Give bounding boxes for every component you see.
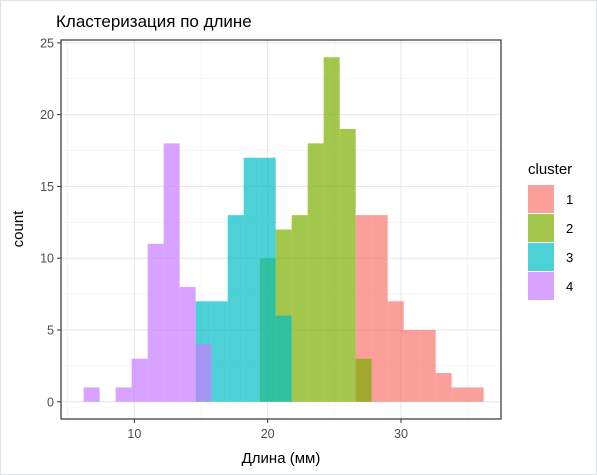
legend-label: 1 <box>566 192 573 207</box>
histogram-bar-cluster-3 <box>227 215 244 402</box>
x-tick-label: 10 <box>127 427 141 441</box>
bars-group <box>83 57 484 402</box>
histogram-bar-cluster-3 <box>243 157 260 402</box>
histogram-bar-cluster-1 <box>419 329 436 402</box>
legend-key-2 <box>528 214 554 242</box>
legend-label: 3 <box>566 250 573 265</box>
y-axis-label: count <box>10 210 27 248</box>
histogram-bar-cluster-4 <box>131 358 148 402</box>
histogram-bar-cluster-2 <box>291 215 308 402</box>
legend-key-1 <box>528 185 554 213</box>
legend-title: cluster <box>528 161 572 178</box>
histogram-bar-cluster-3 <box>275 315 292 402</box>
histogram-bar-cluster-1 <box>435 373 452 402</box>
histogram-bar-cluster-2 <box>339 129 356 402</box>
legend-label: 4 <box>566 279 573 294</box>
histogram-bar-cluster-2 <box>323 57 340 402</box>
x-axis-label: Длина (мм) <box>242 450 321 467</box>
y-tick-label: 5 <box>47 323 54 337</box>
legend: 1 2 3 4 <box>528 185 573 300</box>
y-tick-label: 15 <box>40 180 54 194</box>
y-tick-label: 0 <box>47 395 54 409</box>
histogram-bar-cluster-2 <box>355 358 372 402</box>
histogram-bar-cluster-1 <box>403 329 420 402</box>
histogram-bar-cluster-1 <box>467 387 484 402</box>
y-tick-label: 20 <box>40 108 54 122</box>
legend-key-4 <box>528 272 554 300</box>
x-axis-ticks: 10 20 30 <box>127 419 408 441</box>
x-tick-label: 20 <box>261 427 275 441</box>
histogram-bar-cluster-3 <box>259 157 276 402</box>
legend-label: 2 <box>566 221 573 236</box>
histogram-bar-cluster-1 <box>387 301 404 402</box>
y-tick-label: 25 <box>40 36 54 50</box>
chart-title: Кластеризация по длине <box>56 12 252 31</box>
panel-border <box>60 39 502 420</box>
histogram-bar-cluster-2 <box>307 143 324 402</box>
histogram-bar-cluster-1 <box>355 215 372 402</box>
histogram-bar-cluster-4 <box>115 387 132 402</box>
histogram-bar-cluster-4 <box>179 286 196 402</box>
histogram-bar-cluster-4 <box>195 344 212 402</box>
histogram-bar-cluster-4 <box>83 387 100 402</box>
y-axis-ticks: 0 5 10 15 20 25 <box>40 36 61 409</box>
histogram-bar-cluster-1 <box>451 387 468 402</box>
histogram-bar-cluster-4 <box>147 243 164 402</box>
y-tick-label: 10 <box>40 252 54 266</box>
legend-key-3 <box>528 243 554 271</box>
histogram-bar-cluster-1 <box>371 215 388 402</box>
histogram-bar-cluster-3 <box>211 301 228 402</box>
histogram-bar-cluster-4 <box>163 143 180 402</box>
x-tick-label: 30 <box>394 427 408 441</box>
